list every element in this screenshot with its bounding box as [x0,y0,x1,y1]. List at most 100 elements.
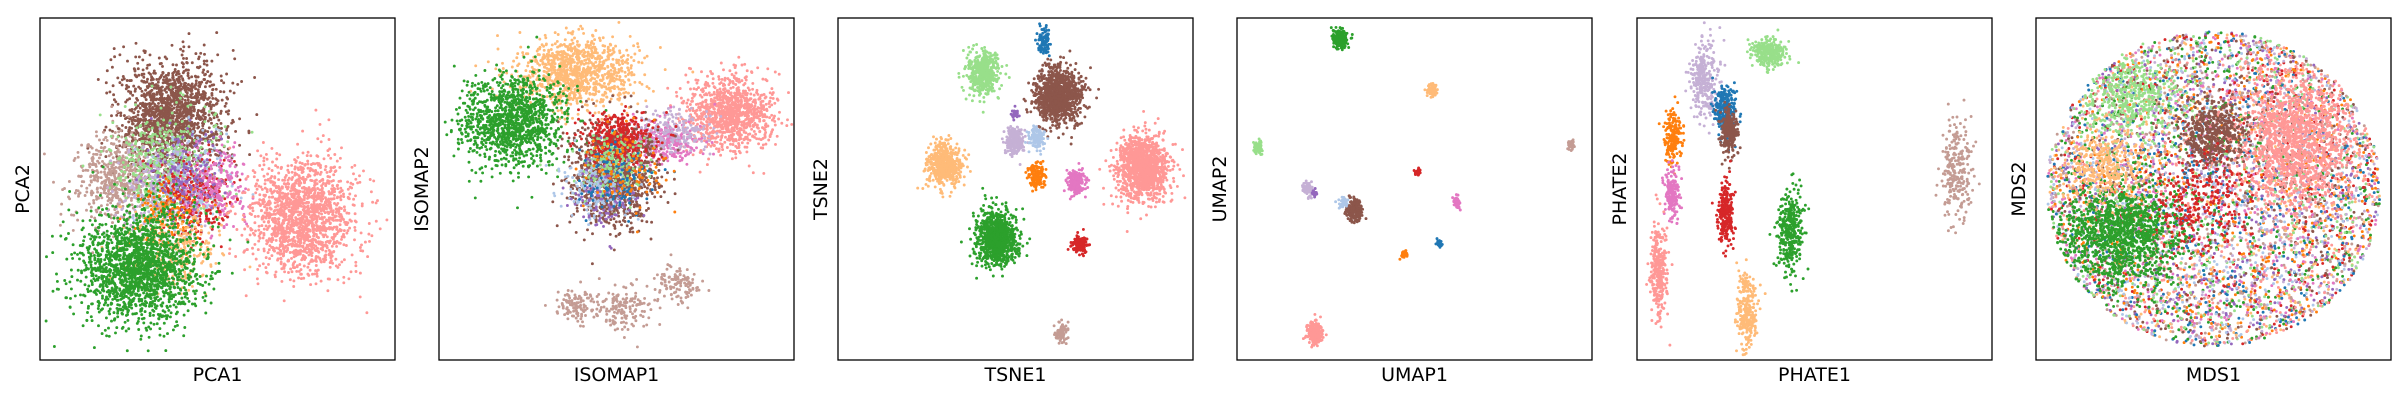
data-point [155,85,159,89]
data-point [110,190,114,194]
data-point [129,186,133,190]
data-point [318,122,322,126]
data-point [219,166,223,170]
data-point [170,141,174,145]
data-point [171,75,175,79]
data-point [327,138,331,141]
data-point [121,206,125,210]
data-point [157,202,161,206]
data-point [226,140,230,144]
data-point [278,153,282,157]
data-point [181,40,185,44]
data-point [106,185,110,189]
data-point [97,196,100,200]
data-point [159,119,163,123]
data-point [195,161,199,165]
data-point [147,138,151,142]
data-point [170,90,174,93]
data-point [125,79,129,82]
data-point [232,159,236,163]
data-point [259,154,263,158]
data-point [277,178,281,182]
data-point [293,207,297,211]
data-point [184,81,188,85]
data-point [130,145,134,149]
data-point [209,164,213,168]
data-point [239,196,243,200]
data-point [99,170,103,174]
data-point [233,165,237,169]
data-point [156,107,160,111]
data-point [164,177,168,181]
data-point [189,172,193,176]
data-point [207,113,211,117]
data-point [332,193,336,197]
data-point [136,176,140,179]
data-point [203,85,207,89]
data-point [369,190,373,194]
data-point [209,100,212,104]
data-point [156,80,160,84]
data-point [210,140,214,144]
data-point [172,161,176,165]
data-point [162,171,166,175]
data-point [160,85,164,89]
data-point [138,117,142,121]
data-point [179,234,183,238]
data-point [189,100,193,104]
data-point [133,148,137,151]
data-point [109,58,113,62]
data-point [109,213,113,217]
data-point [118,53,122,57]
data-point [170,230,174,234]
data-point [196,95,200,99]
data-point [110,181,114,185]
data-point [340,260,344,264]
data-point [251,195,255,199]
data-point [222,182,226,186]
data-point [187,76,191,80]
data-point [219,121,223,125]
data-point [153,115,157,119]
data-point [258,236,262,240]
data-point [219,111,223,115]
data-point [92,199,96,202]
data-point [303,163,307,167]
data-point [219,245,223,249]
data-point [198,130,202,134]
data-point [110,114,113,118]
data-point [219,170,223,174]
data-point [201,240,205,244]
data-point [217,222,221,225]
data-point [189,103,193,107]
data-point [77,174,81,178]
data-point [205,206,209,210]
data-point [167,129,171,133]
data-point [310,254,314,258]
data-point [277,171,281,175]
data-point [297,276,301,280]
data-point [100,196,104,200]
data-point [140,173,143,177]
data-point [340,237,343,241]
data-point [264,224,268,228]
data-point [163,55,167,59]
data-point [214,136,218,140]
data-point [220,79,223,83]
data-point [114,152,118,156]
data-point [203,120,207,124]
data-point [188,242,192,246]
data-point [209,134,213,138]
data-point [122,165,126,169]
data-point [142,182,146,186]
data-point [207,104,211,108]
data-point [143,211,146,215]
data-point [202,205,206,208]
data-point [158,189,162,193]
data-point [213,203,217,207]
data-point [52,180,55,184]
data-point [163,160,167,164]
data-point [306,162,310,166]
data-point [229,180,233,184]
data-point [146,162,150,166]
